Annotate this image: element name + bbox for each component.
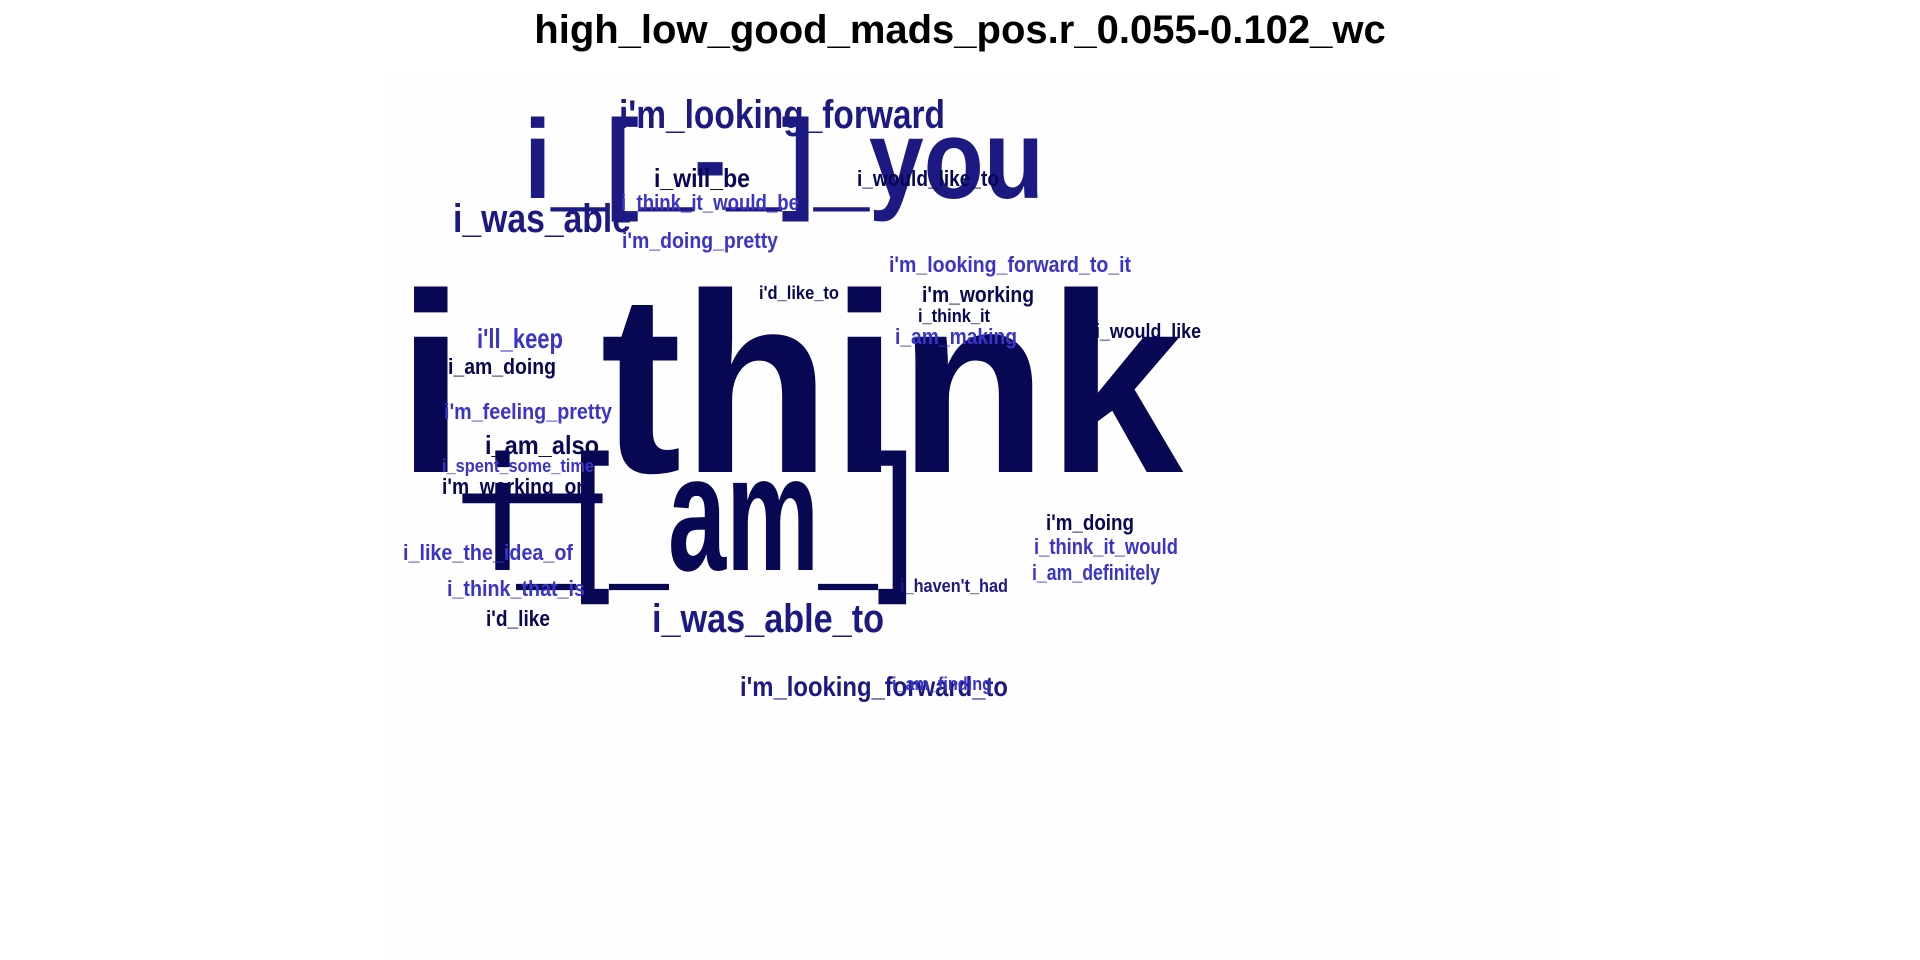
word-15: i_think_it	[918, 306, 990, 326]
word-29: i_am_definitely	[1032, 560, 1161, 585]
word-30: i_haven't_had	[900, 576, 1008, 596]
word-11: i_would_like_to	[857, 166, 999, 191]
word-5: i_was_able	[453, 197, 631, 241]
word-10: i'm_doing_pretty	[622, 228, 779, 253]
word-20: i'm_feeling_pretty	[444, 399, 613, 424]
word-17: i_would_like	[1095, 321, 1201, 343]
word-19: i_am_doing	[448, 354, 556, 379]
word-2: i_[_-_]_you	[524, 97, 1044, 222]
word-23: i'm_working_on	[442, 474, 588, 499]
word-26: i'd_like	[486, 606, 550, 631]
word-7: i'm_looking_forward_to	[740, 671, 1008, 702]
word-1: i_think	[397, 241, 1184, 527]
word-3: i_[_am_]	[488, 421, 912, 605]
word-13: i'd_like_to	[759, 283, 839, 303]
chart-title: high_low_good_mads_pos.r_0.055-0.102_wc	[534, 8, 1386, 52]
word-27: i'm_doing	[1046, 510, 1134, 535]
word-31: i_am_finding	[892, 674, 992, 694]
word-16: i_am_making	[895, 324, 1017, 349]
word-9: i_think_it_would_be	[621, 190, 799, 215]
word-25: i_think_that_is	[447, 576, 585, 601]
word-4: i'm_looking_forward	[619, 93, 945, 137]
word-8: i_will_be	[654, 163, 750, 193]
word-cloud: i_think i_[_-_]_you i_[_am_] i'm_looking_fo…	[397, 93, 1201, 702]
word-14: i'm_working	[922, 282, 1034, 307]
word-cloud-panel: i_think i_[_-_]_you i_[_am_] i'm_looking_fo…	[388, 72, 1560, 960]
word-21: i_am_also	[485, 430, 599, 460]
word-18: i'll_keep	[477, 323, 563, 354]
word-28: i_think_it_would	[1034, 534, 1178, 559]
word-12: i'm_looking_forward_to_it	[889, 252, 1132, 277]
word-22: i_spent_some_time	[442, 456, 594, 476]
word-6: i_was_able_to	[652, 597, 884, 641]
word-24: i_like_the_idea_of	[403, 540, 574, 565]
